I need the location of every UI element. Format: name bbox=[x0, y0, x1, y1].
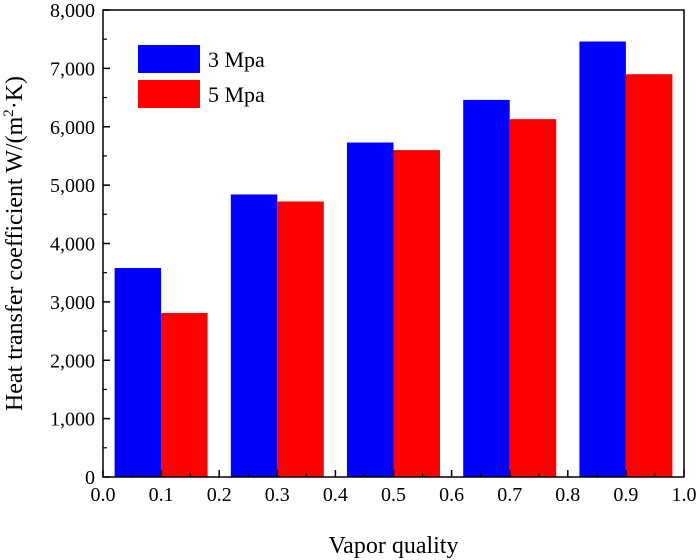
x-tick-label: 0.8 bbox=[555, 484, 580, 506]
y-tick-label: 3,000 bbox=[50, 292, 95, 314]
bar-5-mpa-0_3 bbox=[277, 201, 324, 477]
y-tick-label: 2,000 bbox=[50, 350, 95, 372]
y-axis-title-tail: ·K) bbox=[2, 76, 28, 109]
bar-3-mpa-0_7 bbox=[463, 99, 510, 478]
x-tick-label: 0.0 bbox=[91, 484, 116, 506]
x-axis-ticks: 0.0 0.1 0.2 0.3 0.4 0.5 0.6 0.7 0.8 0.9 1.0 bbox=[91, 470, 697, 506]
bar-5-mpa-0_5 bbox=[393, 150, 440, 477]
y-tick-label: 5,000 bbox=[50, 175, 95, 197]
x-tick-label: 0.7 bbox=[497, 484, 522, 506]
x-tick-label: 0.4 bbox=[323, 484, 348, 506]
bar-5-mpa-0_1 bbox=[161, 312, 208, 477]
y-tick-label: 4,000 bbox=[50, 234, 95, 256]
x-tick-label: 0.6 bbox=[439, 484, 464, 506]
bars-layer bbox=[114, 41, 673, 478]
bar-3-mpa-0_5 bbox=[347, 142, 394, 478]
x-tick-label: 0.3 bbox=[265, 484, 290, 506]
x-tick-label: 0.1 bbox=[149, 484, 174, 506]
bar-3-mpa-0_3 bbox=[230, 194, 278, 477]
legend-label-3-mpa: 3 Mpa bbox=[208, 47, 265, 72]
x-tick-label: 0.5 bbox=[381, 484, 406, 506]
y-axis-ticks: 0 1,000 2,000 3,000 4,000 5,000 6,000 7,000 8,00… bbox=[50, 0, 110, 489]
y-tick-label: 7,000 bbox=[50, 58, 95, 80]
bar-3-mpa-0_9 bbox=[579, 41, 626, 478]
legend: 3 Mpa 5 Mpa bbox=[138, 45, 265, 108]
x-tick-label: 0.9 bbox=[613, 484, 638, 506]
legend-swatch-3-mpa bbox=[138, 45, 200, 73]
x-tick-label: 0.2 bbox=[207, 484, 232, 506]
y-tick-label: 6,000 bbox=[50, 117, 95, 139]
bar-5-mpa-0_7 bbox=[509, 119, 557, 477]
x-tick-label: 1.0 bbox=[672, 484, 697, 506]
y-tick-label: 8,000 bbox=[50, 0, 95, 22]
legend-label-5-mpa: 5 Mpa bbox=[208, 82, 265, 107]
x-axis-title: Vapor quality bbox=[329, 533, 459, 559]
y-tick-label: 1,000 bbox=[50, 409, 95, 431]
y-axis-title-main: Heat transfer coefficient W/(m bbox=[2, 116, 28, 411]
y-axis-title-superscript: 2 bbox=[1, 109, 17, 117]
bar-5-mpa-0_9 bbox=[625, 74, 673, 478]
y-tick-label: 0 bbox=[85, 467, 95, 489]
legend-swatch-5-mpa bbox=[138, 80, 200, 108]
bar-3-mpa-0_1 bbox=[114, 268, 162, 477]
y-axis-title: Heat transfer coefficient W/(m2·K) bbox=[1, 76, 28, 411]
